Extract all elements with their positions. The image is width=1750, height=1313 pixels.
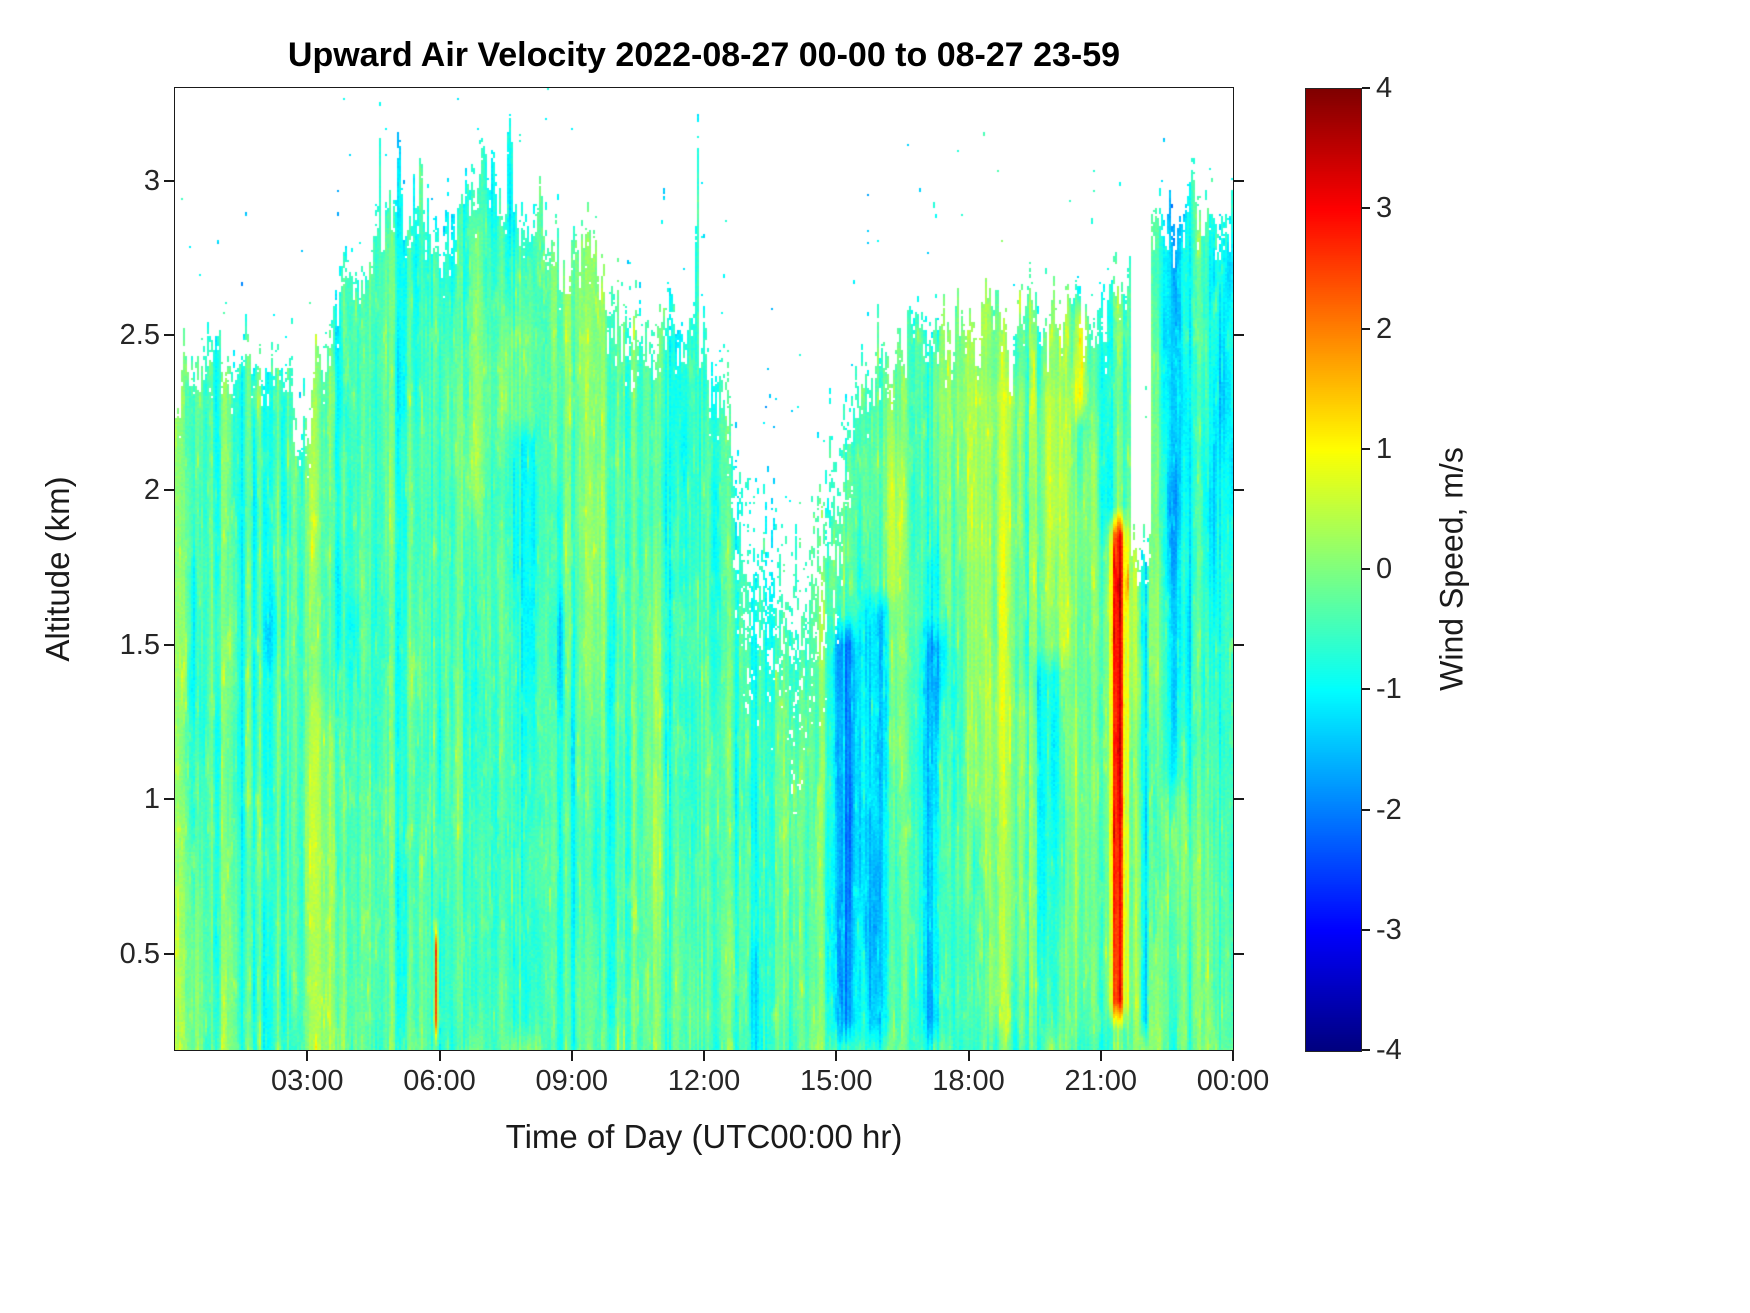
colorbar-tick-label: -3: [1376, 913, 1402, 946]
y-tick-label: 2.5: [119, 319, 160, 352]
y-tick-mark-right: [1233, 334, 1244, 337]
x-tick-mark: [1232, 1050, 1234, 1061]
y-tick-mark: [164, 334, 175, 337]
colorbar-label: Wind Speed, m/s: [1433, 447, 1470, 691]
colorbar-tick-label: 0: [1376, 553, 1393, 585]
x-tick-mark: [967, 1050, 970, 1061]
colorbar-tick-label: -1: [1376, 673, 1402, 706]
colorbar-tick-label: -4: [1376, 1034, 1402, 1066]
y-tick-mark: [164, 953, 175, 956]
x-tick-label: 15:00: [799, 1065, 873, 1097]
y-tick-label: 2: [143, 474, 160, 507]
y-tick-mark: [164, 179, 175, 182]
colorbar-tick-mark: [1362, 1049, 1370, 1051]
y-tick-mark-right: [1233, 643, 1244, 646]
colorbar-canvas: [1306, 89, 1361, 1051]
colorbar-tick-label: 2: [1376, 312, 1393, 345]
colorbar-tick-mark: [1362, 87, 1370, 89]
y-tick-label: 1: [143, 783, 160, 816]
x-tick-label: 09:00: [535, 1065, 609, 1097]
colorbar-tick-label: -2: [1376, 793, 1402, 826]
colorbar: [1305, 88, 1362, 1052]
colorbar-tick-mark: [1362, 207, 1370, 210]
y-tick-mark-right: [1233, 179, 1244, 182]
colorbar-tick-mark: [1362, 447, 1370, 450]
heatmap-canvas: [175, 88, 1233, 1050]
x-tick-mark: [835, 1050, 838, 1061]
x-tick-mark: [438, 1050, 441, 1061]
y-tick-mark: [164, 643, 175, 646]
x-tick-mark: [1099, 1050, 1102, 1061]
y-tick-mark: [164, 798, 175, 801]
colorbar-tick-label: 3: [1376, 192, 1393, 225]
y-tick-label: 3: [143, 164, 160, 197]
colorbar-tick-mark: [1362, 327, 1370, 330]
x-axis-label: Time of Day (UTC00:00 hr): [505, 1118, 903, 1155]
colorbar-tick-mark: [1362, 568, 1370, 570]
y-tick-mark-right: [1233, 798, 1244, 801]
colorbar-tick-label: 4: [1376, 72, 1393, 104]
x-tick-label: 03:00: [270, 1065, 344, 1097]
colorbar-tick-mark: [1362, 808, 1370, 811]
x-tick-label: 00:00: [1196, 1065, 1270, 1097]
colorbar-tick-label: 1: [1376, 432, 1393, 465]
y-tick-mark-right: [1233, 953, 1244, 956]
y-tick-label: 1.5: [119, 628, 160, 661]
x-tick-label: 06:00: [403, 1065, 476, 1097]
x-tick-mark: [703, 1050, 705, 1061]
y-axis-label: Altitude (km): [39, 476, 76, 662]
chart-title: Upward Air Velocity 2022-08-27 00-00 to …: [287, 36, 1121, 74]
colorbar-tick-mark: [1362, 688, 1370, 691]
colorbar-tick-mark: [1362, 928, 1370, 931]
y-tick-label: 0.5: [119, 938, 160, 971]
x-tick-label: 18:00: [932, 1065, 1005, 1097]
y-tick-mark: [164, 489, 175, 492]
x-tick-label: 12:00: [667, 1065, 741, 1097]
y-tick-mark-right: [1233, 489, 1244, 492]
x-tick-label: 21:00: [1064, 1065, 1138, 1097]
x-tick-mark: [306, 1050, 309, 1061]
x-tick-mark: [570, 1050, 573, 1061]
